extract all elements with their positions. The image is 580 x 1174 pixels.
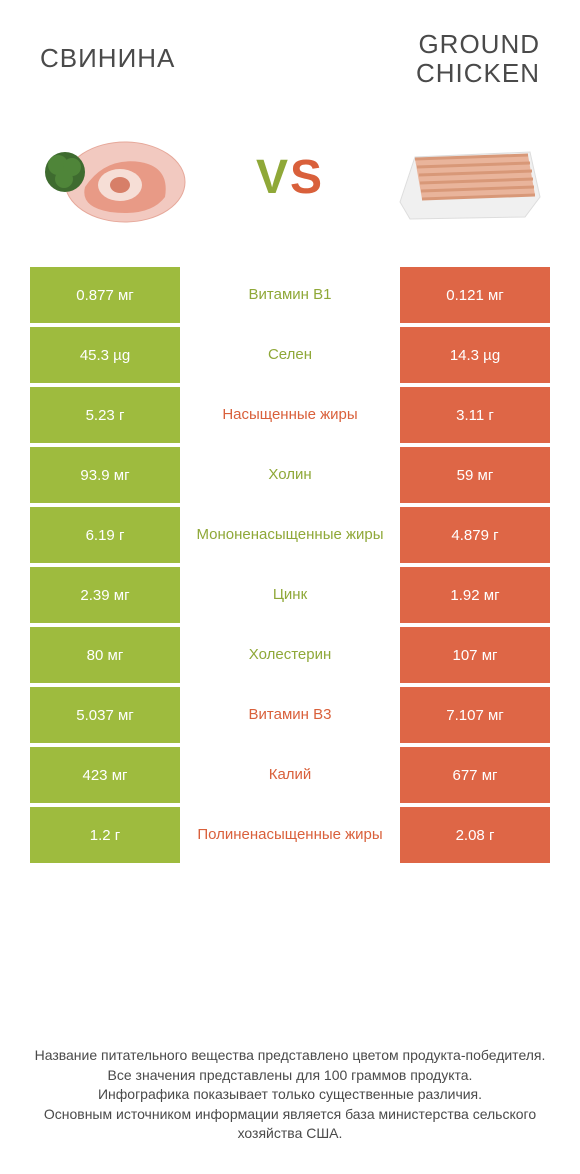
nutrient-row: 423 мгКалий677 мг — [30, 747, 550, 803]
nutrient-row: 2.39 мгЦинк1.92 мг — [30, 567, 550, 623]
nutrient-name-cell: Холестерин — [184, 627, 396, 683]
right-value-cell: 1.92 мг — [400, 567, 550, 623]
left-value-cell: 5.037 мг — [30, 687, 180, 743]
nutrient-name-cell: Селен — [184, 327, 396, 383]
nutrient-name-cell: Насыщенные жиры — [184, 387, 396, 443]
left-value-cell: 6.19 г — [30, 507, 180, 563]
right-value-cell: 2.08 г — [400, 807, 550, 863]
nutrient-row: 5.23 гНасыщенные жиры3.11 г — [30, 387, 550, 443]
right-value-cell: 4.879 г — [400, 507, 550, 563]
footer-notes: Название питательного вещества представл… — [30, 1016, 550, 1154]
vs-s-letter: S — [290, 151, 324, 204]
nutrient-row: 80 мгХолестерин107 мг — [30, 627, 550, 683]
nutrient-name-cell: Витамин B1 — [184, 267, 396, 323]
left-value-cell: 423 мг — [30, 747, 180, 803]
nutrient-name-cell: Холин — [184, 447, 396, 503]
nutrient-name-cell: Витамин B3 — [184, 687, 396, 743]
nutrient-name-cell: Калий — [184, 747, 396, 803]
nutrient-name-cell: Цинк — [184, 567, 396, 623]
left-value-cell: 0.877 мг — [30, 267, 180, 323]
images-row: VS — [30, 107, 550, 267]
nutrient-row: 93.9 мгХолин59 мг — [30, 447, 550, 503]
ground-chicken-illustration — [380, 117, 550, 237]
right-value-cell: 7.107 мг — [400, 687, 550, 743]
right-value-cell: 14.3 µg — [400, 327, 550, 383]
left-value-cell: 80 мг — [30, 627, 180, 683]
header: СВИНИНА GROUNDCHICKEN — [30, 20, 550, 107]
nutrient-row: 5.037 мгВитамин B37.107 мг — [30, 687, 550, 743]
nutrient-row: 45.3 µgСелен14.3 µg — [30, 327, 550, 383]
nutrient-table: 0.877 мгВитамин B10.121 мг45.3 µgСелен14… — [30, 267, 550, 863]
left-value-cell: 45.3 µg — [30, 327, 180, 383]
left-value-cell: 93.9 мг — [30, 447, 180, 503]
nutrient-name-cell: Полиненасыщенные жиры — [184, 807, 396, 863]
nutrient-row: 6.19 гМононенасыщенные жиры4.879 г — [30, 507, 550, 563]
footer-line-2: Все значения представлены для 100 граммо… — [30, 1066, 550, 1086]
left-value-cell: 1.2 г — [30, 807, 180, 863]
left-value-cell: 2.39 мг — [30, 567, 180, 623]
left-value-cell: 5.23 г — [30, 387, 180, 443]
nutrient-row: 0.877 мгВитамин B10.121 мг — [30, 267, 550, 323]
right-value-cell: 59 мг — [400, 447, 550, 503]
right-value-cell: 107 мг — [400, 627, 550, 683]
right-value-cell: 3.11 г — [400, 387, 550, 443]
footer-line-3: Инфографика показывает только существенн… — [30, 1085, 550, 1105]
left-food-title: СВИНИНА — [40, 43, 175, 74]
footer-line-4: Основным источником информации является … — [30, 1105, 550, 1144]
pork-illustration — [30, 117, 200, 237]
vs-v-letter: V — [256, 151, 290, 204]
footer-line-1: Название питательного вещества представл… — [30, 1046, 550, 1066]
infographic-container: СВИНИНА GROUNDCHICKEN VS — [0, 0, 580, 1174]
nutrient-name-cell: Мононенасыщенные жиры — [184, 507, 396, 563]
nutrient-row: 1.2 гПолиненасыщенные жиры2.08 г — [30, 807, 550, 863]
right-value-cell: 677 мг — [400, 747, 550, 803]
vs-label: VS — [256, 150, 324, 205]
right-value-cell: 0.121 мг — [400, 267, 550, 323]
right-food-title: GROUNDCHICKEN — [416, 30, 540, 87]
